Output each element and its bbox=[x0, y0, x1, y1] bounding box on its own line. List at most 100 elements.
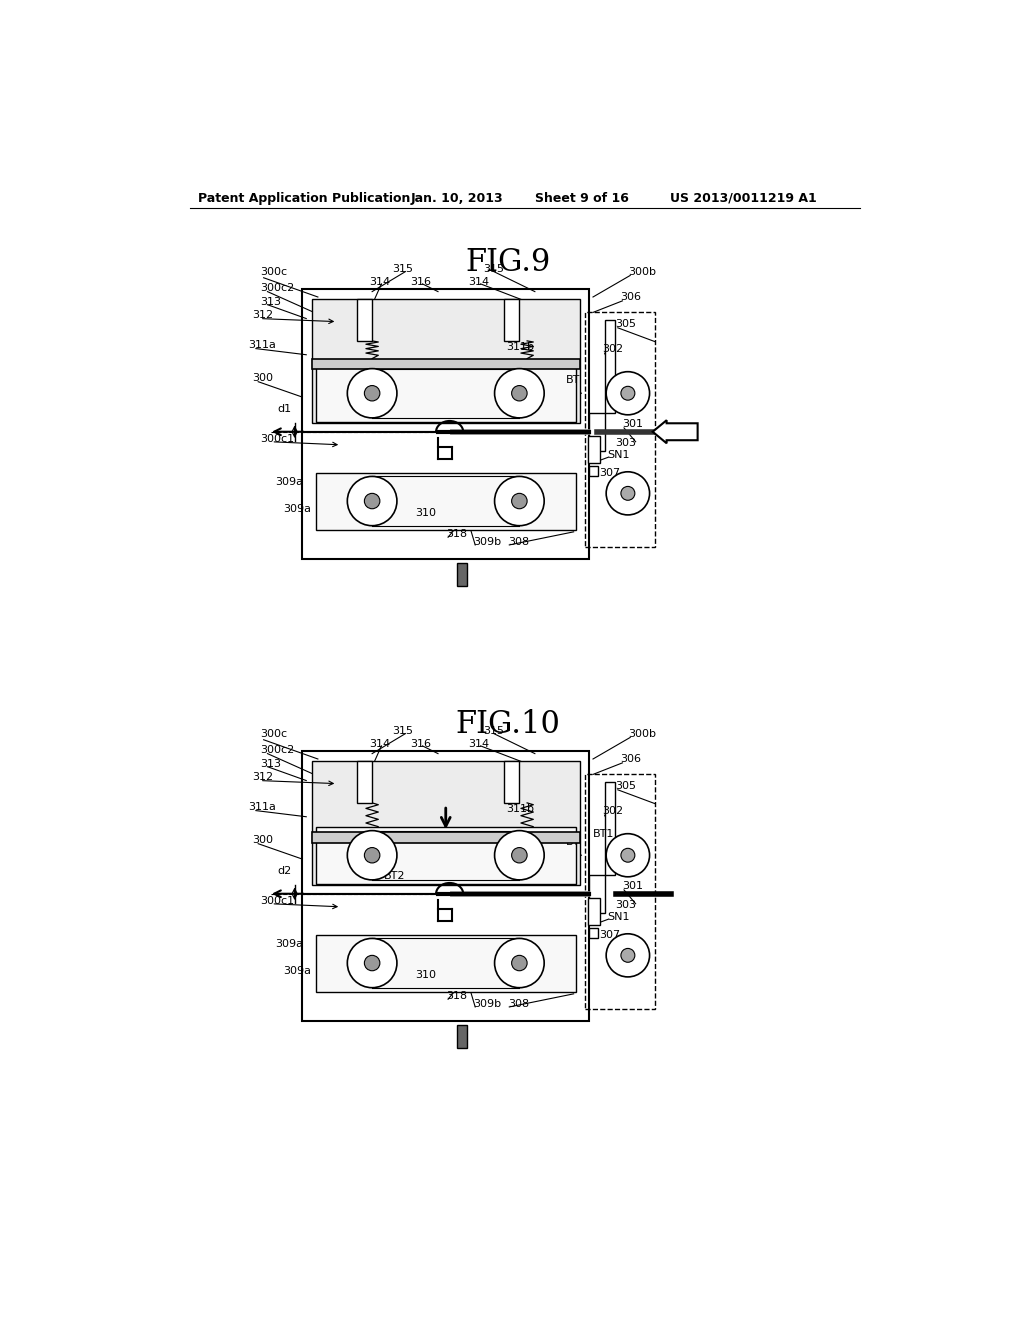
Text: 315: 315 bbox=[392, 726, 414, 735]
Circle shape bbox=[365, 494, 380, 508]
Text: d1: d1 bbox=[278, 404, 292, 413]
Text: 318: 318 bbox=[445, 991, 467, 1001]
Circle shape bbox=[606, 372, 649, 414]
Bar bbox=[315, 935, 575, 991]
Circle shape bbox=[365, 847, 380, 863]
Text: 311b: 311b bbox=[506, 342, 535, 352]
Text: 316: 316 bbox=[411, 739, 431, 748]
Text: 312: 312 bbox=[252, 772, 273, 783]
Text: BT: BT bbox=[566, 375, 581, 385]
Text: 300b: 300b bbox=[628, 268, 656, 277]
Text: 301a: 301a bbox=[607, 380, 635, 391]
Bar bbox=[315, 826, 575, 884]
Text: 308: 308 bbox=[508, 537, 528, 546]
Text: 309a: 309a bbox=[275, 477, 303, 487]
Circle shape bbox=[365, 956, 380, 970]
Text: 300b: 300b bbox=[628, 730, 656, 739]
Text: 307: 307 bbox=[599, 929, 621, 940]
Text: BT1: BT1 bbox=[593, 829, 614, 840]
Text: 311b: 311b bbox=[506, 804, 535, 814]
Text: 300: 300 bbox=[252, 834, 273, 845]
Circle shape bbox=[347, 939, 397, 987]
Bar bbox=[311, 760, 580, 884]
Bar bbox=[604, 321, 615, 412]
Circle shape bbox=[621, 487, 635, 500]
Circle shape bbox=[621, 849, 635, 862]
Circle shape bbox=[606, 471, 649, 515]
Text: 300c1: 300c1 bbox=[260, 434, 294, 444]
Text: 300c: 300c bbox=[260, 730, 287, 739]
Circle shape bbox=[512, 385, 527, 401]
Text: 317: 317 bbox=[365, 508, 385, 517]
Text: 311a: 311a bbox=[248, 801, 276, 812]
Text: 300c2: 300c2 bbox=[260, 744, 294, 755]
Text: 311a: 311a bbox=[248, 339, 276, 350]
Circle shape bbox=[512, 956, 527, 970]
Text: Jan. 10, 2013: Jan. 10, 2013 bbox=[411, 191, 504, 205]
Bar bbox=[589, 875, 604, 913]
Text: 305: 305 bbox=[614, 781, 636, 791]
Text: 302: 302 bbox=[602, 807, 624, 816]
Text: 313: 313 bbox=[260, 297, 281, 306]
Circle shape bbox=[512, 494, 527, 508]
Text: Patent Application Publication: Patent Application Publication bbox=[198, 191, 411, 205]
Text: 309b: 309b bbox=[473, 999, 501, 1008]
Text: 306: 306 bbox=[621, 754, 641, 764]
Bar bbox=[504, 760, 519, 803]
Text: 317: 317 bbox=[365, 970, 385, 979]
Text: 300c: 300c bbox=[260, 268, 287, 277]
Circle shape bbox=[512, 847, 527, 863]
Text: 301: 301 bbox=[623, 880, 643, 891]
Bar bbox=[315, 364, 575, 422]
Text: 313: 313 bbox=[260, 759, 281, 768]
Text: BT2: BT2 bbox=[384, 871, 406, 880]
Circle shape bbox=[495, 939, 544, 987]
Text: 303: 303 bbox=[614, 438, 636, 449]
Circle shape bbox=[347, 477, 397, 525]
Text: 302: 302 bbox=[602, 345, 624, 354]
Text: 300: 300 bbox=[252, 372, 273, 383]
Circle shape bbox=[495, 477, 544, 525]
Bar bbox=[315, 473, 575, 529]
Bar bbox=[311, 298, 580, 422]
Bar bbox=[586, 313, 655, 548]
Text: 315: 315 bbox=[483, 726, 504, 735]
Bar bbox=[302, 289, 589, 432]
Text: Sheet 9 of 16: Sheet 9 of 16 bbox=[535, 191, 629, 205]
Text: 314: 314 bbox=[469, 277, 489, 286]
Circle shape bbox=[365, 385, 380, 401]
Text: 309a: 309a bbox=[283, 966, 311, 975]
FancyArrow shape bbox=[652, 420, 697, 444]
Text: 301a: 301a bbox=[607, 842, 635, 853]
Bar bbox=[589, 412, 604, 451]
Text: 309a: 309a bbox=[283, 504, 311, 513]
Text: 314: 314 bbox=[469, 739, 489, 748]
Text: 309a: 309a bbox=[275, 939, 303, 949]
Text: 307: 307 bbox=[599, 467, 621, 478]
Text: 306: 306 bbox=[621, 292, 641, 302]
Circle shape bbox=[621, 387, 635, 400]
Text: 309b: 309b bbox=[473, 537, 501, 546]
Text: US 2013/0011219 A1: US 2013/0011219 A1 bbox=[671, 191, 817, 205]
Bar bbox=[458, 1024, 467, 1048]
Text: 310: 310 bbox=[415, 508, 436, 517]
Bar bbox=[504, 298, 519, 341]
Circle shape bbox=[347, 368, 397, 418]
Bar bbox=[302, 894, 589, 1020]
Bar bbox=[311, 359, 580, 370]
Circle shape bbox=[606, 933, 649, 977]
Circle shape bbox=[495, 830, 544, 880]
Bar bbox=[588, 898, 600, 924]
Text: 302: 302 bbox=[608, 854, 630, 865]
Circle shape bbox=[606, 834, 649, 876]
Bar bbox=[302, 751, 589, 894]
Text: 315: 315 bbox=[483, 264, 504, 273]
Text: 310: 310 bbox=[415, 970, 436, 979]
Text: SN1: SN1 bbox=[607, 450, 630, 459]
Bar bbox=[604, 781, 615, 875]
Text: 315: 315 bbox=[392, 264, 414, 273]
Bar bbox=[589, 466, 598, 475]
Text: 308: 308 bbox=[508, 999, 528, 1008]
Bar bbox=[588, 436, 600, 462]
Text: 300c2: 300c2 bbox=[260, 282, 294, 293]
